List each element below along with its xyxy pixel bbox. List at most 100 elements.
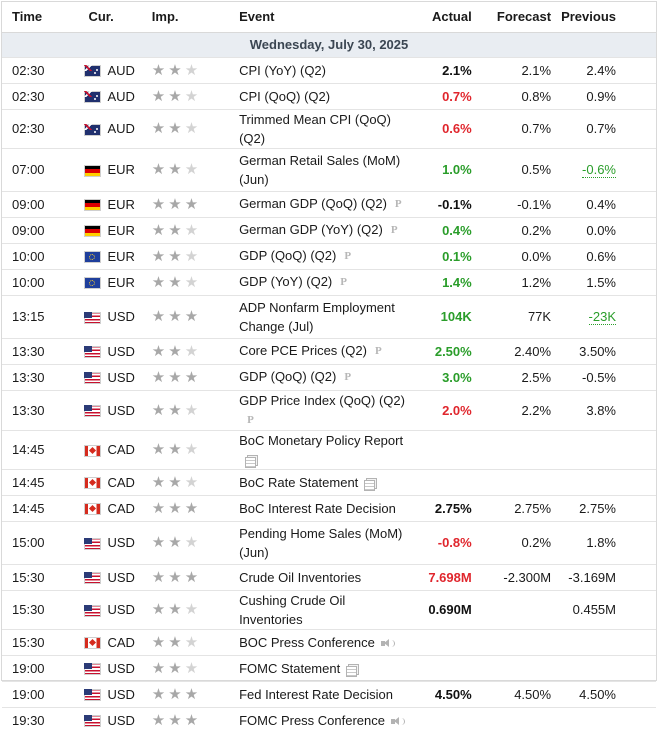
table-row[interactable]: 02:30 AUD ★ ★ ★ CPI (YoY) (Q2) 2.1% 2.1% 2.4% xyxy=(2,56,656,83)
event-name-cell[interactable]: BOC Press Conference xyxy=(239,628,413,656)
event-name[interactable]: GDP (QoQ) (Q2) xyxy=(239,247,337,263)
speaker-icon[interactable] xyxy=(391,716,405,727)
table-row[interactable]: 14:45 CAD ★ ★ ★ BoC Interest Rate Decision 2.7… xyxy=(2,494,656,522)
table-row[interactable]: 10:00 EUR ★ ★ ★ GDP (QoQ) (Q2) P 0.1% 0.0% 0.6% xyxy=(2,242,656,269)
col-header-currency[interactable]: Cur. xyxy=(88,9,114,25)
table-row[interactable]: 15:00 USD ★ ★ ★ Pending Home Sales (MoM) (Jun… xyxy=(2,520,656,565)
previous-value[interactable]: -23K xyxy=(588,309,616,325)
table-row[interactable]: 14:45 CAD ★ ★ ★ BoC Monetary Policy Report xyxy=(2,429,656,470)
preliminary-icon[interactable]: P xyxy=(390,224,398,237)
event-name[interactable]: CPI (YoY) (Q2) xyxy=(239,62,326,78)
preliminary-icon[interactable]: P xyxy=(247,413,254,426)
col-header-previous[interactable]: Previous xyxy=(561,9,616,25)
event-name-cell[interactable]: GDP (QoQ) (Q2) P xyxy=(239,242,413,269)
table-row[interactable]: 14:45 CAD ★ ★ ★ BoC Rate Statement xyxy=(2,468,656,496)
event-name-cell[interactable]: German GDP (YoY) (Q2) P xyxy=(239,216,413,243)
event-name[interactable]: BOC Press Conference xyxy=(239,634,375,650)
event-name-cell[interactable]: FOMC Press Conference xyxy=(239,706,413,733)
event-name-cell[interactable]: BoC Monetary Policy Report xyxy=(239,429,413,470)
event-name-cell[interactable]: German GDP (QoQ) (Q2) P xyxy=(239,190,413,217)
event-previous: 0.7% xyxy=(561,108,656,148)
event-name-cell[interactable]: Crude Oil Inventories xyxy=(239,563,413,591)
event-name[interactable]: Core PCE Prices (Q2) xyxy=(239,342,367,358)
table-row[interactable]: 13:15 USD ★ ★ ★ ADP Nonfarm Employment Change… xyxy=(2,294,656,338)
col-header-actual[interactable]: Actual xyxy=(431,9,472,25)
document-icon[interactable] xyxy=(346,663,360,677)
event-name[interactable]: Cushing Crude Oil Inventories xyxy=(239,592,346,627)
table-row[interactable]: 10:00 EUR ★ ★ ★ GDP (YoY) (Q2) P 1.4% 1.2% 1.5% xyxy=(2,268,656,295)
event-forecast: 1.2% xyxy=(481,268,562,295)
event-name-cell[interactable]: Core PCE Prices (Q2) P xyxy=(239,337,413,364)
event-name[interactable]: BoC Monetary Policy Report xyxy=(239,432,404,448)
event-name-cell[interactable]: BoC Interest Rate Decision xyxy=(239,494,413,522)
table-row[interactable]: 19:00 USD ★ ★ ★ FOMC Statement xyxy=(2,654,656,682)
event-name-cell[interactable]: German Retail Sales (MoM) (Jun) xyxy=(239,147,413,191)
event-name[interactable]: GDP (YoY) (Q2) xyxy=(239,273,333,289)
event-name-cell[interactable]: Pending Home Sales (MoM) (Jun) xyxy=(239,520,413,565)
speaker-icon[interactable] xyxy=(380,638,395,649)
table-row[interactable]: 19:30 USD ★ ★ ★ FOMC Press Conference xyxy=(2,706,656,733)
table-row[interactable]: 15:30 USD ★ ★ ★ Cushing Crude Oil Inventories… xyxy=(2,589,656,630)
col-header-time[interactable]: Time xyxy=(12,9,43,25)
table-row[interactable]: 13:30 USD ★ ★ ★ GDP (QoQ) (Q2) P 3.0% 2.5% -0.5% xyxy=(2,363,656,390)
event-name[interactable]: Crude Oil Inventories xyxy=(239,569,362,585)
event-name[interactable]: Trimmed Mean CPI (QoQ) (Q2) xyxy=(239,111,391,146)
event-name[interactable]: FOMC Statement xyxy=(239,660,341,676)
document-icon[interactable] xyxy=(245,454,259,468)
event-name-cell[interactable]: ADP Nonfarm Employment Change (Jul) xyxy=(239,294,413,338)
event-name-cell[interactable]: CPI (QoQ) (Q2) xyxy=(239,82,413,109)
preliminary-icon[interactable]: P xyxy=(344,371,352,384)
event-name[interactable]: BoC Interest Rate Decision xyxy=(239,500,396,516)
table-row[interactable]: 13:30 USD ★ ★ ★ GDP Price Index (QoQ) (Q2)P 2.… xyxy=(2,389,656,431)
event-name[interactable]: FOMC Press Conference xyxy=(239,712,385,728)
col-header-importance[interactable]: Imp. xyxy=(151,9,179,25)
currency-code: USD xyxy=(107,686,135,702)
event-name[interactable]: CPI (QoQ) (Q2) xyxy=(239,88,331,104)
event-name-cell[interactable]: Fed Interest Rate Decision xyxy=(239,680,413,708)
event-previous xyxy=(561,654,656,682)
table-row[interactable]: 19:00 USD ★ ★ ★ Fed Interest Rate Decision 4.5… xyxy=(2,680,656,708)
col-header-forecast[interactable]: Forecast xyxy=(496,9,552,25)
event-importance: ★ ★ ★ xyxy=(149,389,240,431)
table-row[interactable]: 13:30 USD ★ ★ ★ Core PCE Prices (Q2) P 2.50% 2.4… xyxy=(2,337,656,364)
document-icon[interactable] xyxy=(364,477,378,491)
event-name[interactable]: German GDP (YoY) (Q2) xyxy=(239,221,383,237)
event-actual: 0.690M xyxy=(412,589,482,630)
event-name-cell[interactable]: Trimmed Mean CPI (QoQ) (Q2) xyxy=(239,108,413,148)
event-name[interactable]: ADP Nonfarm Employment Change (Jul) xyxy=(239,299,395,334)
event-name[interactable]: Fed Interest Rate Decision xyxy=(239,686,393,702)
event-name[interactable]: GDP (QoQ) (Q2) xyxy=(239,368,337,384)
table-row[interactable]: 09:00 EUR ★ ★ ★ German GDP (QoQ) (Q2) P -0.1% -0… xyxy=(2,190,656,217)
event-previous xyxy=(561,468,656,496)
preliminary-icon[interactable]: P xyxy=(340,276,347,289)
importance-star-icon: ★ xyxy=(168,221,182,239)
event-name-cell[interactable]: GDP (QoQ) (Q2) P xyxy=(239,363,413,390)
preliminary-icon[interactable]: P xyxy=(394,198,402,211)
event-name[interactable]: German Retail Sales (MoM) (Jun) xyxy=(239,152,401,187)
event-name-cell[interactable]: GDP (YoY) (Q2) P xyxy=(239,268,413,295)
table-row[interactable]: 07:00 EUR ★ ★ ★ German Retail Sales (MoM) (Ju… xyxy=(2,147,656,191)
table-row[interactable]: 02:30 AUD ★ ★ ★ Trimmed Mean CPI (QoQ) (Q2) 0.… xyxy=(2,108,656,148)
event-importance: ★ ★ ★ xyxy=(149,216,240,243)
event-name[interactable]: GDP Price Index (QoQ) (Q2) xyxy=(239,392,405,408)
event-name-cell[interactable]: Cushing Crude Oil Inventories xyxy=(239,589,413,630)
preliminary-icon[interactable]: P xyxy=(344,250,352,263)
event-name[interactable]: BoC Rate Statement xyxy=(239,474,359,490)
table-row[interactable]: 02:30 AUD ★ ★ ★ CPI (QoQ) (Q2) 0.7% 0.8% 0.9% xyxy=(2,82,656,109)
event-name[interactable]: Pending Home Sales (MoM) (Jun) xyxy=(239,525,403,560)
event-time: 14:45 xyxy=(2,429,79,470)
event-name-cell[interactable]: FOMC Statement xyxy=(239,654,413,682)
col-header-event[interactable]: Event xyxy=(239,9,275,25)
event-name-cell[interactable]: GDP Price Index (QoQ) (Q2) P xyxy=(239,389,413,431)
table-row[interactable]: 15:30 USD ★ ★ ★ Crude Oil Inventories 7.698M -2… xyxy=(2,563,656,591)
preliminary-icon[interactable]: P xyxy=(374,345,382,358)
header-row: Time Cur. Imp. Event Actual Forecast Pre… xyxy=(2,2,656,32)
table-row[interactable]: 09:00 EUR ★ ★ ★ German GDP (YoY) (Q2) P 0.4% 0.2… xyxy=(2,216,656,243)
previous-value[interactable]: -0.6% xyxy=(582,162,616,178)
importance-star-icon: ★ xyxy=(168,534,182,552)
table-row[interactable]: 15:30 CAD ★ ★ ★ BOC Press Conference xyxy=(2,628,656,656)
event-name-cell[interactable]: CPI (YoY) (Q2) xyxy=(239,56,413,83)
event-importance: ★ ★ ★ xyxy=(149,56,240,83)
event-name-cell[interactable]: BoC Rate Statement xyxy=(239,468,413,496)
event-name[interactable]: German GDP (QoQ) (Q2) xyxy=(239,195,387,211)
